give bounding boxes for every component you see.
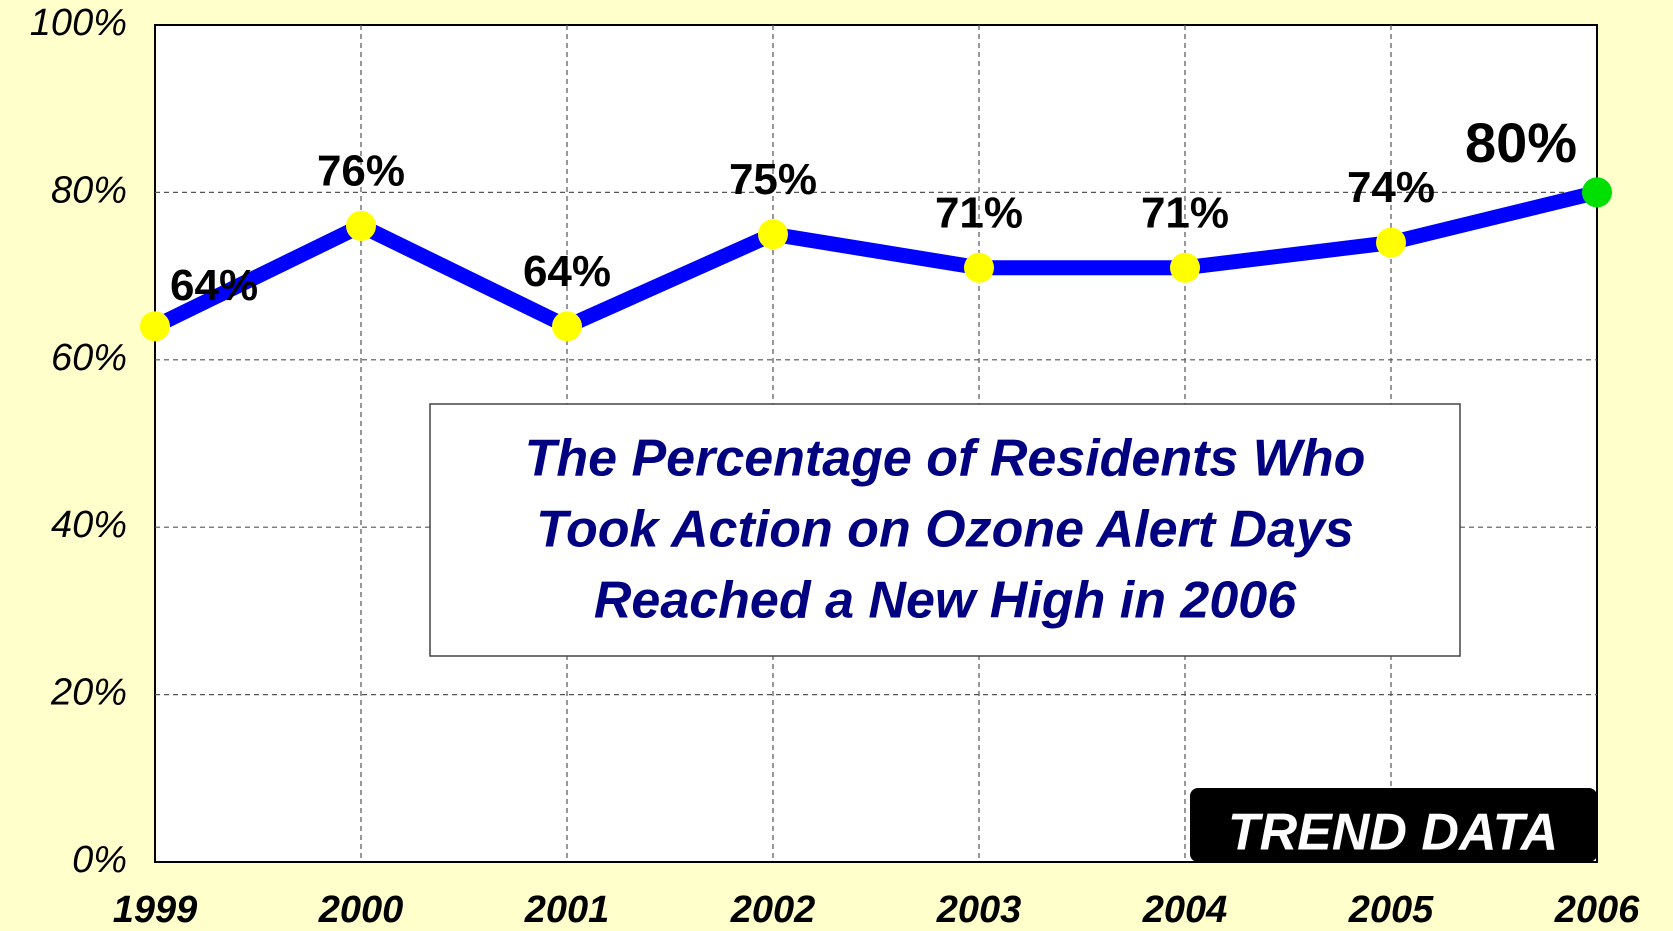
y-tick-label: 100%: [30, 2, 127, 44]
data-point: [1582, 177, 1612, 208]
data-label: 75%: [729, 155, 817, 204]
data-label: 64%: [170, 261, 258, 310]
badge-box: [1190, 788, 1597, 862]
badge: TREND DATA: [1228, 804, 1558, 862]
y-tick-label: 60%: [51, 337, 127, 379]
data-point: [140, 311, 170, 342]
data-label: 71%: [1141, 188, 1229, 237]
y-tick-label: 20%: [50, 672, 127, 714]
annotation-line: Reached a New High in 2006: [594, 572, 1297, 630]
x-tick-label: 2002: [730, 889, 816, 931]
y-tick-label: 0%: [72, 839, 127, 881]
annotation-line: Took Action on Ozone Alert Days: [536, 501, 1354, 559]
data-point: [1170, 252, 1200, 283]
data-point: [552, 311, 582, 342]
data-label: 71%: [935, 188, 1023, 237]
data-label: 80%: [1465, 111, 1577, 174]
y-tick-label: 80%: [51, 169, 127, 211]
x-tick-label: 2004: [1142, 889, 1228, 931]
x-tick-label: 2003: [936, 889, 1022, 931]
x-tick-label: 2005: [1348, 889, 1434, 931]
data-point: [1376, 227, 1406, 258]
annotation-box: [429, 403, 1461, 657]
data-point: [346, 210, 376, 241]
data-point: [964, 252, 994, 283]
data-point: [758, 219, 788, 250]
data-label: 64%: [523, 247, 611, 296]
x-tick-label: 2006: [1554, 889, 1640, 931]
x-tick-label: 2001: [524, 889, 610, 931]
y-tick-label: 40%: [51, 504, 127, 546]
series-line: [151, 185, 1599, 334]
marks: 64% 76% 64% 75% 71% 71% 74% 80%: [140, 111, 1612, 342]
x-tick-label: 1999: [113, 889, 198, 931]
data-label: 74%: [1347, 163, 1435, 212]
x-tick-label: 2000: [318, 889, 404, 931]
data-label: 76%: [317, 147, 405, 196]
annotation-line: The Percentage of Residents Who: [525, 430, 1366, 488]
